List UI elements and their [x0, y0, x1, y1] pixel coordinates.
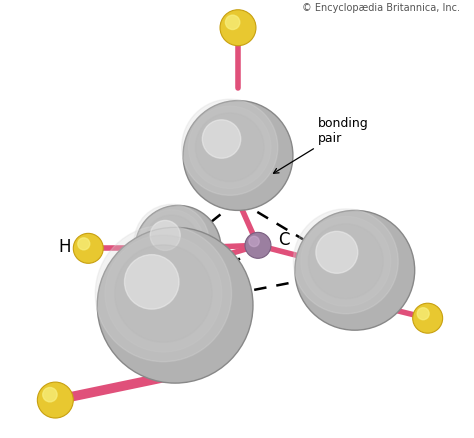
Text: bonding
pair: bonding pair [273, 117, 369, 173]
Circle shape [73, 233, 103, 263]
Circle shape [417, 308, 429, 320]
Text: C: C [278, 231, 290, 249]
Text: H: H [58, 238, 71, 256]
Circle shape [95, 226, 232, 362]
Circle shape [413, 303, 443, 333]
Circle shape [134, 205, 209, 279]
Circle shape [135, 205, 221, 291]
Circle shape [226, 15, 240, 29]
Circle shape [115, 245, 212, 342]
Circle shape [97, 227, 253, 383]
Circle shape [182, 99, 278, 195]
Circle shape [150, 220, 180, 251]
Circle shape [125, 254, 179, 309]
Circle shape [220, 10, 256, 46]
Circle shape [139, 210, 204, 274]
Circle shape [195, 113, 264, 182]
Circle shape [245, 232, 271, 258]
Circle shape [189, 106, 271, 188]
Circle shape [105, 235, 222, 352]
Circle shape [309, 224, 383, 299]
Circle shape [145, 215, 199, 269]
Circle shape [301, 216, 391, 306]
Circle shape [183, 101, 293, 210]
Text: © Encyclopædia Britannica, Inc.: © Encyclopædia Britannica, Inc. [301, 3, 460, 13]
Circle shape [43, 388, 57, 402]
Circle shape [37, 382, 73, 418]
Circle shape [249, 236, 259, 247]
Circle shape [78, 238, 90, 250]
Circle shape [293, 209, 398, 314]
Circle shape [202, 120, 241, 158]
Circle shape [295, 210, 415, 330]
Circle shape [316, 231, 358, 273]
